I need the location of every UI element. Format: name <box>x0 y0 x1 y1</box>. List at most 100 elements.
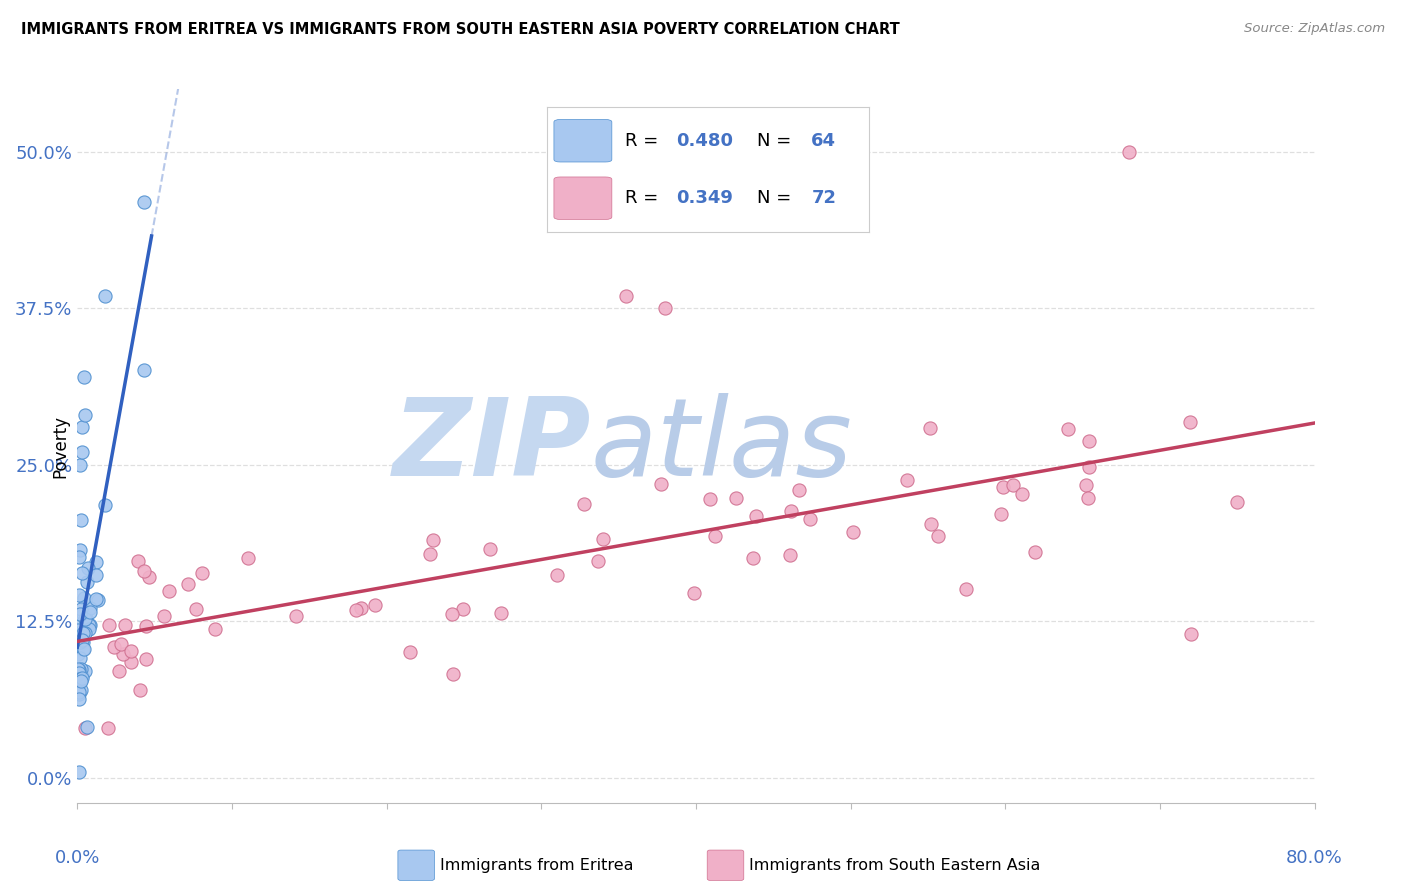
Point <box>67 632 90 647</box>
Point <box>422 533 444 548</box>
Point <box>682 585 704 599</box>
Point <box>120 655 142 669</box>
Point <box>70 662 93 676</box>
Point <box>73 591 96 606</box>
Point <box>112 647 135 661</box>
Point <box>616 289 638 303</box>
Point <box>787 483 810 497</box>
Point <box>128 682 150 697</box>
Point <box>703 529 725 543</box>
Point <box>70 566 93 580</box>
Point <box>1057 422 1080 436</box>
Point <box>69 607 91 622</box>
Point <box>699 492 721 507</box>
Point <box>103 640 125 655</box>
Point <box>67 639 90 653</box>
Point <box>69 650 91 665</box>
Point <box>79 617 101 632</box>
Point <box>157 584 180 599</box>
Point <box>1024 545 1046 559</box>
Point <box>77 623 100 637</box>
Point <box>70 602 93 616</box>
Point <box>108 664 131 678</box>
Point <box>98 618 121 632</box>
Text: atlas: atlas <box>591 393 852 499</box>
Point <box>110 637 132 651</box>
Point <box>592 532 614 546</box>
Point <box>918 420 941 434</box>
Point <box>67 588 90 602</box>
Point <box>186 602 208 616</box>
Point <box>70 682 93 697</box>
Point <box>72 641 94 656</box>
Point <box>97 721 120 735</box>
Point <box>94 498 117 512</box>
Point <box>69 635 91 649</box>
Point <box>84 555 107 569</box>
Point <box>920 517 942 532</box>
Point <box>70 445 93 459</box>
Point <box>67 764 90 779</box>
Point <box>1001 478 1024 492</box>
Point <box>76 561 98 575</box>
Point <box>72 641 94 656</box>
Point <box>79 600 101 615</box>
Point <box>69 542 91 557</box>
Point <box>650 477 672 491</box>
Point <box>441 667 464 681</box>
Point <box>799 512 821 526</box>
Point <box>70 632 93 647</box>
Point <box>1180 627 1202 641</box>
Point <box>479 541 502 556</box>
Point <box>72 635 94 649</box>
Point <box>69 633 91 648</box>
Point <box>76 720 98 734</box>
Point <box>204 622 226 636</box>
Point <box>75 611 97 625</box>
Point <box>1077 491 1099 506</box>
Point <box>70 668 93 682</box>
Point <box>67 662 90 676</box>
Point <box>76 575 98 590</box>
Point <box>1011 486 1033 500</box>
Point <box>745 509 768 524</box>
Point <box>927 529 949 543</box>
Point <box>75 408 96 422</box>
Point <box>67 549 90 564</box>
Point <box>350 601 373 615</box>
Point <box>67 687 90 701</box>
Point <box>138 570 160 584</box>
Point <box>84 567 107 582</box>
Point <box>67 665 90 680</box>
Text: Immigrants from Eritrea: Immigrants from Eritrea <box>440 858 634 872</box>
Point <box>955 582 977 597</box>
Point <box>72 370 94 384</box>
Text: ZIP: ZIP <box>392 393 591 499</box>
Point <box>70 671 93 685</box>
Point <box>451 602 474 616</box>
Point <box>779 548 801 562</box>
Point <box>132 194 155 209</box>
Point <box>73 664 96 678</box>
Point <box>991 479 1014 493</box>
Point <box>1078 434 1101 448</box>
Text: 0.0%: 0.0% <box>55 849 100 867</box>
Point <box>1178 416 1201 430</box>
Point <box>67 664 90 678</box>
Point <box>70 420 93 434</box>
Point <box>67 672 90 686</box>
Y-axis label: Poverty: Poverty <box>51 415 69 477</box>
Point <box>120 643 142 657</box>
Point <box>75 612 97 626</box>
Point <box>842 524 865 539</box>
Text: Immigrants from South Eastern Asia: Immigrants from South Eastern Asia <box>749 858 1040 872</box>
Point <box>725 491 748 506</box>
Point <box>132 564 155 578</box>
Point <box>67 691 90 706</box>
Point <box>191 566 214 580</box>
Point <box>132 363 155 377</box>
Point <box>127 554 149 568</box>
Point <box>72 615 94 630</box>
Point <box>1118 145 1140 159</box>
Point <box>896 473 918 487</box>
